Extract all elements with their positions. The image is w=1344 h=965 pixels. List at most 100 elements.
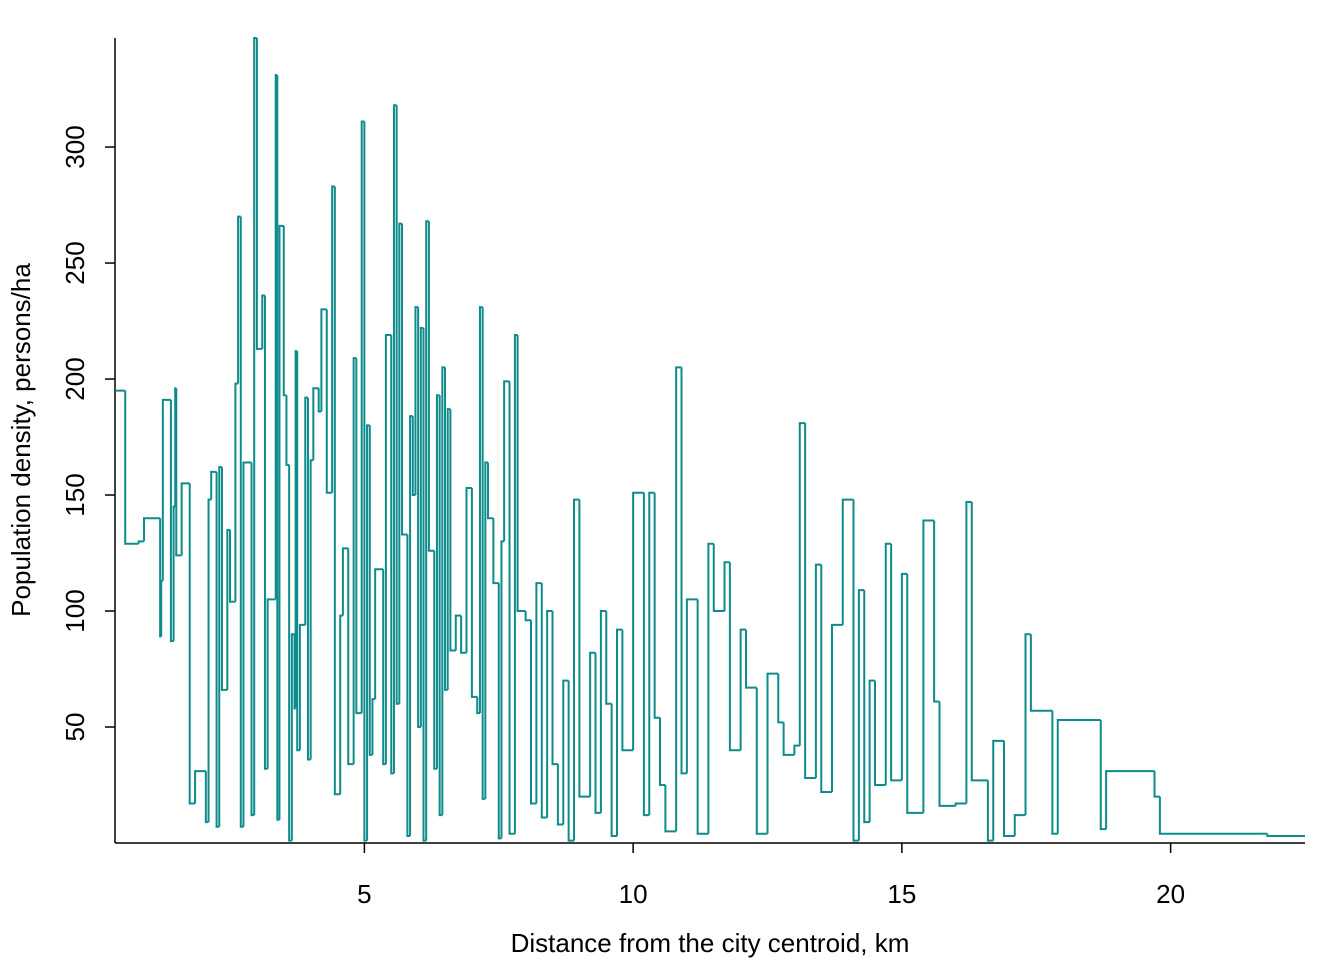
step-segment	[513, 333, 518, 834]
step-segment	[124, 390, 139, 545]
step-segment	[589, 651, 596, 797]
step-segment	[347, 548, 354, 766]
step-segment	[1105, 770, 1155, 830]
x-tick-label: 15	[887, 879, 916, 909]
step-segment	[161, 398, 171, 581]
step-segment	[1024, 633, 1031, 816]
x-tick-label: 20	[1156, 879, 1185, 909]
step-segment	[1003, 740, 1015, 838]
step-segment	[696, 599, 709, 835]
step-segment	[970, 501, 988, 782]
step-segment	[1051, 710, 1058, 835]
step-segment	[296, 351, 300, 752]
step-segment	[433, 550, 437, 770]
step-segment	[605, 611, 612, 705]
step-segment	[793, 744, 800, 755]
step-segment	[320, 308, 327, 412]
step-segment	[449, 409, 456, 652]
step-segment	[409, 415, 413, 837]
step-segment	[857, 589, 865, 841]
step-segment	[1153, 771, 1160, 798]
step-segment	[487, 462, 494, 520]
step-segment	[160, 579, 163, 637]
y-tick-label: 250	[60, 241, 90, 284]
step-segment	[255, 38, 263, 350]
step-segment	[599, 610, 607, 813]
step-segment	[906, 573, 924, 814]
step-segment	[263, 295, 268, 770]
step-segment	[556, 764, 564, 826]
step-segment	[777, 673, 784, 724]
step-segment	[540, 583, 548, 819]
step-segment	[435, 394, 440, 769]
step-segment	[723, 561, 730, 612]
step-segment	[712, 543, 725, 613]
step-segment	[680, 367, 687, 775]
step-segment	[1013, 814, 1026, 837]
step-segment	[922, 519, 935, 813]
step-segment	[374, 568, 384, 700]
step-segment	[728, 562, 741, 752]
step-segment	[352, 357, 357, 765]
step-segment	[863, 590, 870, 824]
step-segment	[992, 739, 1005, 841]
step-segment	[172, 505, 176, 642]
step-segment	[266, 598, 276, 769]
step-segment	[261, 294, 265, 349]
step-segment	[616, 628, 623, 837]
step-segment	[427, 221, 435, 552]
step-segment	[293, 634, 296, 710]
x-tick-label: 5	[357, 879, 371, 909]
step-segment	[874, 680, 886, 787]
step-segment	[1099, 720, 1107, 831]
step-segment	[739, 628, 747, 751]
step-segment	[938, 701, 956, 807]
y-tick-label: 200	[60, 357, 90, 400]
step-segment	[933, 520, 940, 703]
step-segment	[804, 423, 816, 780]
step-segment	[1266, 833, 1305, 838]
step-segment	[954, 802, 967, 806]
step-segment	[965, 500, 972, 804]
step-segment	[339, 614, 343, 795]
step-segment	[294, 350, 298, 709]
step-segment	[508, 381, 515, 835]
step-segment	[325, 309, 333, 494]
step-segment	[500, 540, 505, 839]
step-segment	[831, 623, 843, 792]
step-segment	[621, 629, 634, 752]
y-tick-label: 50	[60, 713, 90, 742]
step-segment	[384, 333, 392, 765]
step-segment	[884, 542, 892, 786]
step-segment	[333, 186, 341, 796]
step-segment	[1158, 796, 1257, 835]
step-segment	[578, 499, 591, 798]
step-segment	[242, 461, 252, 827]
step-segment	[229, 529, 236, 603]
step-segment	[401, 223, 408, 536]
step-segment	[454, 614, 462, 651]
step-segment	[632, 491, 644, 751]
step-segment	[524, 611, 532, 622]
step-segment	[546, 610, 553, 818]
step-segment	[648, 491, 655, 816]
step-segment	[194, 770, 206, 804]
step-segment	[237, 215, 241, 384]
step-segment	[220, 467, 228, 691]
step-segment	[382, 569, 386, 766]
step-segment	[573, 498, 580, 841]
step-segment	[868, 679, 876, 823]
step-segment	[234, 382, 239, 602]
step-segment	[820, 564, 833, 793]
step-segment	[304, 396, 308, 625]
step-segment	[685, 598, 698, 774]
step-segment	[470, 488, 478, 698]
step-segment	[210, 470, 217, 500]
step-segment	[444, 367, 448, 691]
step-segment	[890, 543, 902, 782]
step-segment	[282, 225, 287, 397]
step-segment	[841, 498, 854, 625]
step-segment	[594, 652, 601, 814]
step-segment	[707, 542, 714, 834]
